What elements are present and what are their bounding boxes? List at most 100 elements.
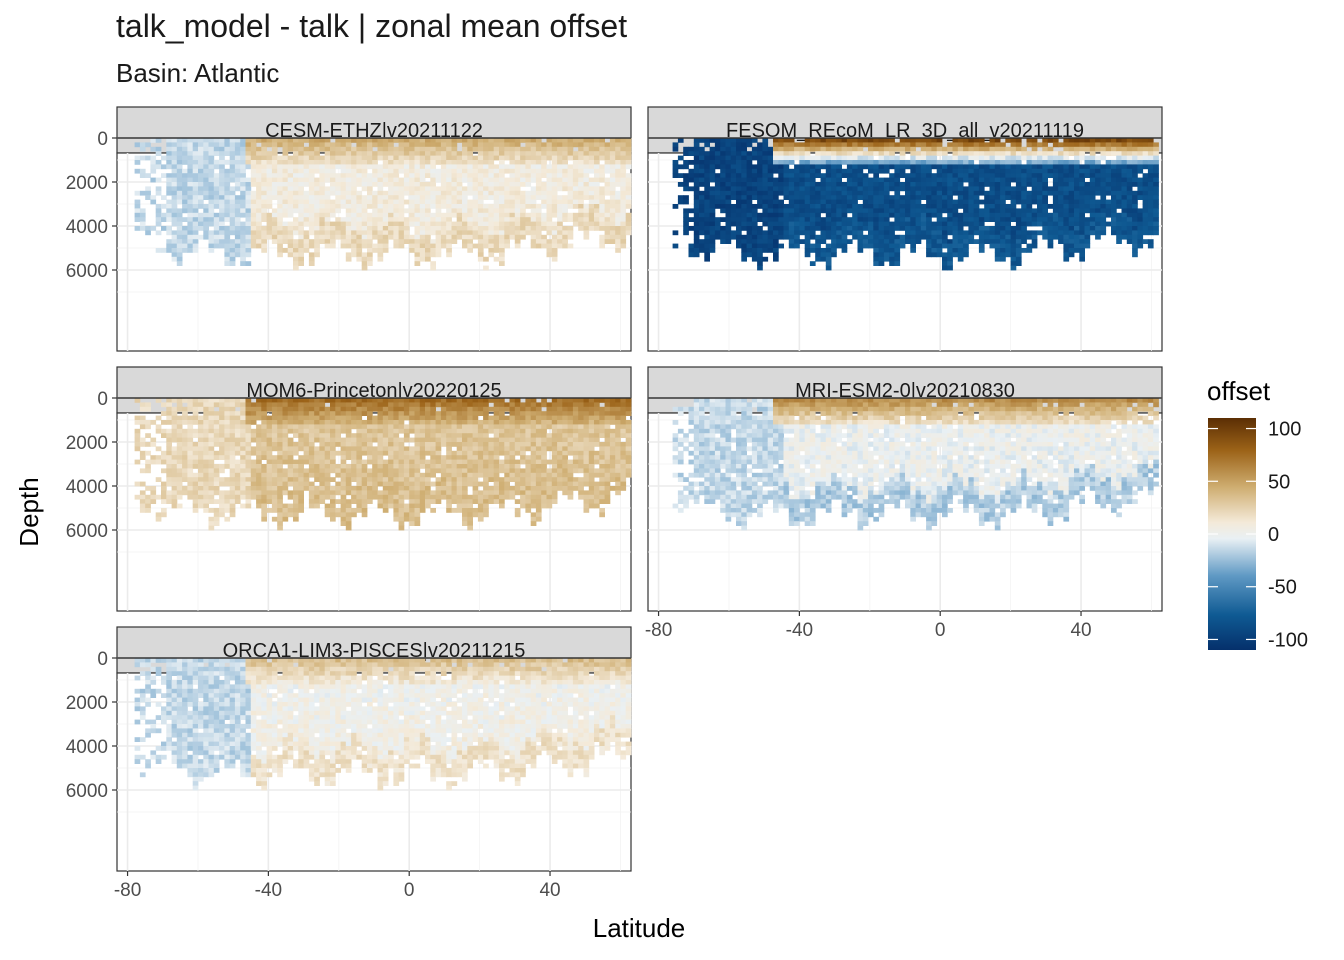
heatmap-cell — [588, 186, 595, 192]
heatmap-cell — [994, 221, 1001, 227]
heatmap-cell — [963, 217, 969, 222]
heatmap-cell — [1026, 182, 1033, 187]
heatmap-cell — [483, 151, 489, 156]
heatmap-cell — [551, 248, 558, 253]
heatmap-cell — [493, 142, 500, 148]
heatmap-cell — [266, 230, 273, 236]
heatmap-cell — [351, 146, 357, 152]
heatmap-cell — [435, 248, 442, 253]
heatmap-cell — [788, 199, 795, 205]
heatmap-cell — [762, 146, 769, 152]
heatmap-cell — [176, 252, 183, 258]
heatmap-cell — [868, 142, 874, 148]
heatmap-cell — [271, 239, 278, 244]
heatmap-cell — [883, 204, 890, 209]
heatmap-cell — [620, 173, 627, 178]
heatmap-cell — [234, 486, 241, 491]
heatmap-cell — [1026, 204, 1033, 209]
heatmap-cell — [462, 160, 468, 165]
heatmap-cell — [704, 195, 710, 200]
heatmap-cell — [1058, 160, 1064, 165]
heatmap-cell — [467, 151, 473, 156]
heatmap-cell — [1079, 173, 1085, 178]
heatmap-cell — [693, 142, 700, 148]
heatmap-cell — [973, 142, 980, 148]
heatmap-cell — [1079, 208, 1085, 214]
heatmap-cell — [145, 424, 151, 430]
heatmap-cell — [852, 160, 858, 165]
heatmap-cell — [166, 415, 172, 421]
heatmap-cell — [1137, 226, 1144, 231]
heatmap-cell — [773, 142, 779, 148]
heatmap-cell — [1116, 204, 1122, 209]
heatmap-cell — [245, 230, 252, 236]
heatmap-cell — [377, 239, 384, 244]
heatmap-cell — [730, 164, 737, 170]
heatmap-cell — [176, 186, 183, 192]
heatmap-cell — [398, 151, 405, 156]
heatmap-cell — [609, 204, 616, 209]
heatmap-cell — [599, 138, 605, 143]
heatmap-cell — [1037, 230, 1043, 236]
heatmap-cell — [757, 142, 763, 148]
heatmap-cell — [794, 151, 800, 156]
heatmap-cell — [588, 217, 595, 222]
heatmap-cell — [229, 217, 236, 222]
heatmap-cell — [1079, 256, 1085, 262]
heatmap-cell — [377, 164, 384, 170]
heatmap-cell — [520, 164, 526, 170]
heatmap-cell — [620, 221, 627, 227]
heatmap-cell — [825, 226, 832, 231]
heatmap-cell — [414, 160, 421, 165]
heatmap-cell — [451, 146, 458, 152]
heatmap-cell — [936, 190, 943, 196]
heatmap-cell — [572, 177, 579, 183]
heatmap-cell — [271, 221, 278, 227]
heatmap-cell — [488, 195, 495, 200]
heatmap-cell — [778, 155, 784, 161]
heatmap-cell — [794, 221, 800, 227]
heatmap-cell — [709, 230, 716, 236]
heatmap-cell — [224, 212, 231, 218]
heatmap-cell — [852, 142, 858, 148]
heatmap-cell — [625, 138, 632, 143]
heatmap-cell — [751, 208, 758, 214]
heatmap-cell — [804, 199, 811, 205]
heatmap-cell — [557, 234, 563, 240]
heatmap-cell — [889, 173, 895, 178]
heatmap-cell — [287, 142, 294, 148]
heatmap-cell — [234, 424, 241, 430]
heatmap-cell — [372, 212, 378, 218]
heatmap-cell — [709, 243, 716, 249]
heatmap-cell — [873, 182, 879, 187]
heatmap-cell — [1058, 239, 1064, 244]
heatmap-cell — [192, 503, 199, 509]
heatmap-cell — [161, 195, 167, 200]
heatmap-cell — [762, 243, 769, 249]
heatmap-cell — [583, 221, 590, 227]
heatmap-cell — [1105, 164, 1112, 170]
heatmap-cell — [351, 190, 357, 196]
heatmap-cell — [1132, 182, 1138, 187]
heatmap-cell — [873, 142, 879, 148]
heatmap-cell — [920, 212, 927, 218]
heatmap-cell — [725, 230, 732, 236]
heatmap-cell — [852, 173, 858, 178]
heatmap-cell — [852, 234, 858, 240]
heatmap-cell — [604, 212, 611, 218]
heatmap-cell — [367, 195, 373, 200]
heatmap-cell — [414, 146, 421, 152]
heatmap-cell — [171, 221, 178, 227]
heatmap-cell — [319, 208, 326, 214]
heatmap-cell — [134, 155, 141, 161]
heatmap-cell — [594, 160, 600, 165]
heatmap-cell — [915, 173, 922, 178]
heatmap-cell — [615, 177, 621, 183]
heatmap-cell — [1042, 221, 1048, 227]
heatmap-cell — [1132, 190, 1138, 196]
heatmap-cell — [625, 190, 632, 196]
heatmap-cell — [1079, 217, 1085, 222]
heatmap-cell — [361, 265, 368, 271]
heatmap-cell — [139, 208, 146, 214]
heatmap-cell — [509, 146, 516, 152]
